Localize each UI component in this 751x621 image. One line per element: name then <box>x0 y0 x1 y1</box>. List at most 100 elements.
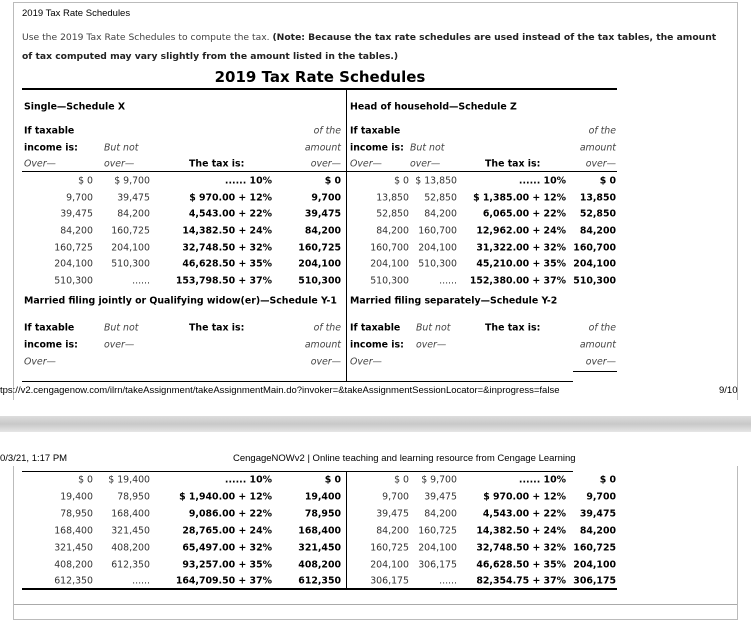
schedule-title: Head of household—Schedule Z <box>350 101 517 113</box>
bracket-but-not-over: 204,100 <box>418 242 457 254</box>
label-tax-is: The tax is: <box>485 322 541 334</box>
intro-text: Use the 2019 Tax Rate Schedules to compu… <box>22 32 270 43</box>
tax-formula: 65,497.00 + 32% <box>182 542 272 554</box>
of-amount-over: 9,700 <box>311 192 341 204</box>
bracket-but-not-over: 160,700 <box>418 225 457 237</box>
bracket-over: 168,400 <box>54 525 93 537</box>
bracket-over: 408,200 <box>54 559 93 571</box>
schedule-title: Married filing separately—Schedule Y-2 <box>350 295 558 307</box>
schedules-heading: 2019 Tax Rate Schedules <box>214 68 426 86</box>
bracket-but-not-over: 204,100 <box>111 242 150 254</box>
of-amount-over: $ 0 <box>599 175 616 187</box>
of-amount-over: 13,850 <box>579 192 616 204</box>
label-amount: amount <box>304 339 341 351</box>
label-but-not: But not <box>416 322 451 334</box>
bracket-but-not-over: 84,200 <box>424 208 457 220</box>
footer-url: tps://v2.cengagenow.com/ilrn/takeAssignm… <box>0 385 560 396</box>
of-amount-over: 160,725 <box>298 242 341 254</box>
section-title: 2019 Tax Rate Schedules <box>22 8 131 19</box>
tax-formula: $ 970.00 + 12% <box>483 491 566 503</box>
label-amount: amount <box>304 142 341 154</box>
bracket-over: 204,100 <box>370 258 409 270</box>
bracket-but-not-over: 78,950 <box>117 491 150 503</box>
label-amount-over: over— <box>585 356 616 368</box>
table-bottom-rule <box>22 381 573 382</box>
frame-line <box>14 604 737 605</box>
table-top-rule <box>22 88 617 90</box>
of-amount-over: $ 0 <box>599 474 616 486</box>
bracket-over: 204,100 <box>54 258 93 270</box>
of-amount-over: 160,725 <box>573 542 616 554</box>
table2-bottom-rule <box>22 588 617 590</box>
intro-note: (Note: Because the tax rate schedules ar… <box>22 32 717 62</box>
bracket-but-not-over: ...... <box>439 575 457 587</box>
bracket-over: 19,400 <box>60 491 93 503</box>
tax-formula: 93,257.00 + 35% <box>182 559 272 571</box>
of-amount-over: 78,950 <box>304 508 341 520</box>
label-but-not: But not <box>104 322 139 334</box>
label-over: Over— <box>24 158 56 170</box>
of-amount-over: 9,700 <box>586 491 616 503</box>
tax-formula: 14,382.50 + 24% <box>476 525 566 537</box>
tax-formula: 9,086.00 + 22% <box>188 508 272 520</box>
bracket-but-not-over: $ 9,700 <box>421 474 457 486</box>
label-over: Over— <box>350 356 382 368</box>
of-amount-over: 204,100 <box>573 258 616 270</box>
of-amount-over: $ 0 <box>324 474 341 486</box>
bracket-over: 78,950 <box>60 508 93 520</box>
bracket-but-not-over: 84,200 <box>117 208 150 220</box>
tax-formula: 28,765.00 + 24% <box>182 525 272 537</box>
tax-formula: 45,210.00 + 35% <box>476 258 566 270</box>
label-tax-is: The tax is: <box>189 158 245 170</box>
label-of-the: of the <box>313 322 341 334</box>
tax-formula: 46,628.50 + 35% <box>182 258 272 270</box>
tax-formula: 32,748.50 + 32% <box>182 242 272 254</box>
tax-formula: ...... 10% <box>224 175 272 187</box>
bracket-but-not-over: ...... <box>439 275 457 287</box>
bracket-over: 204,100 <box>370 559 409 571</box>
bracket-but-not-over: 612,350 <box>111 559 150 571</box>
bracket-over: 13,850 <box>376 192 409 204</box>
label-of-the: of the <box>313 125 341 137</box>
of-amount-over: 39,475 <box>304 208 341 220</box>
label-amount-over: over— <box>585 158 616 170</box>
content-frame-2 <box>13 466 738 620</box>
tax-formula: 4,543.00 + 22% <box>482 508 566 520</box>
header-site: CengageNOWv2 | Online teaching and learn… <box>233 453 576 464</box>
tax-formula: ...... 10% <box>518 474 566 486</box>
bracket-but-not-over: 510,300 <box>418 258 457 270</box>
bracket-but-not-over: 510,300 <box>111 258 150 270</box>
bracket-over: $ 0 <box>394 175 409 187</box>
of-amount-over: 306,175 <box>573 575 616 587</box>
bracket-over: 160,725 <box>54 242 93 254</box>
label-if-taxable: If taxable <box>350 322 401 334</box>
bracket-over: 52,850 <box>376 208 409 220</box>
label-amount-over: over— <box>310 356 341 368</box>
bracket-over: 510,300 <box>370 275 409 287</box>
tax-formula: ...... 10% <box>518 175 566 187</box>
bracket-over: 160,725 <box>370 542 409 554</box>
label-amount: amount <box>579 142 616 154</box>
bracket-over: $ 0 <box>78 474 93 486</box>
label-if-taxable: If taxable <box>350 125 401 137</box>
bracket-but-not-over: 204,100 <box>418 542 457 554</box>
of-amount-over: 168,400 <box>298 525 341 537</box>
of-amount-over: 84,200 <box>579 525 616 537</box>
label-amount: amount <box>579 339 616 351</box>
header-rule-short <box>573 371 617 372</box>
of-amount-over: 19,400 <box>304 491 341 503</box>
bracket-but-not-over: 321,450 <box>111 525 150 537</box>
tax-formula: 152,380.00 + 37% <box>469 275 566 287</box>
label-over: Over— <box>24 356 56 368</box>
bracket-over: 510,300 <box>54 275 93 287</box>
of-amount-over: 204,100 <box>298 258 341 270</box>
tax-formula: $ 1,385.00 + 12% <box>473 192 566 204</box>
bracket-but-not-over: 52,850 <box>424 192 457 204</box>
label-if-taxable: If taxable <box>24 322 75 334</box>
label-of-the: of the <box>588 322 616 334</box>
label-but-not: But not <box>410 142 445 154</box>
of-amount-over: 204,100 <box>573 559 616 571</box>
bracket-over: 612,350 <box>54 575 93 587</box>
label-income-is: income is: <box>350 142 404 154</box>
header-date: 0/3/21, 1:17 PM <box>0 453 68 464</box>
